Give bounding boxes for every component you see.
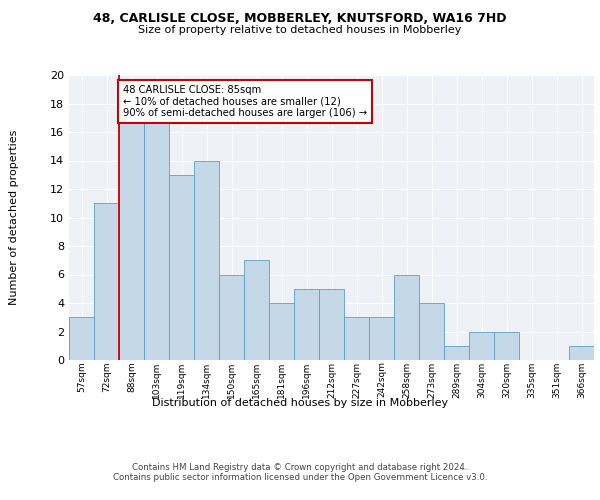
Bar [144,118,169,360]
Text: Size of property relative to detached houses in Mobberley: Size of property relative to detached ho… [139,25,461,35]
Bar [569,346,594,360]
Bar [394,274,419,360]
Bar [119,118,144,360]
Bar [469,332,494,360]
Bar [219,274,244,360]
Bar [194,160,219,360]
Bar [69,318,94,360]
Bar [294,289,319,360]
Bar [244,260,269,360]
Bar [94,203,119,360]
Bar [169,175,194,360]
Bar [344,318,369,360]
Bar [369,318,394,360]
Bar [419,303,444,360]
Bar [319,289,344,360]
Y-axis label: Number of detached properties: Number of detached properties [9,130,19,305]
Text: Distribution of detached houses by size in Mobberley: Distribution of detached houses by size … [152,398,448,407]
Bar [269,303,294,360]
Text: 48, CARLISLE CLOSE, MOBBERLEY, KNUTSFORD, WA16 7HD: 48, CARLISLE CLOSE, MOBBERLEY, KNUTSFORD… [93,12,507,26]
Bar [444,346,469,360]
Bar [494,332,519,360]
Text: 48 CARLISLE CLOSE: 85sqm
← 10% of detached houses are smaller (12)
90% of semi-d: 48 CARLISLE CLOSE: 85sqm ← 10% of detach… [123,85,367,118]
Text: Contains HM Land Registry data © Crown copyright and database right 2024.
Contai: Contains HM Land Registry data © Crown c… [113,462,487,482]
